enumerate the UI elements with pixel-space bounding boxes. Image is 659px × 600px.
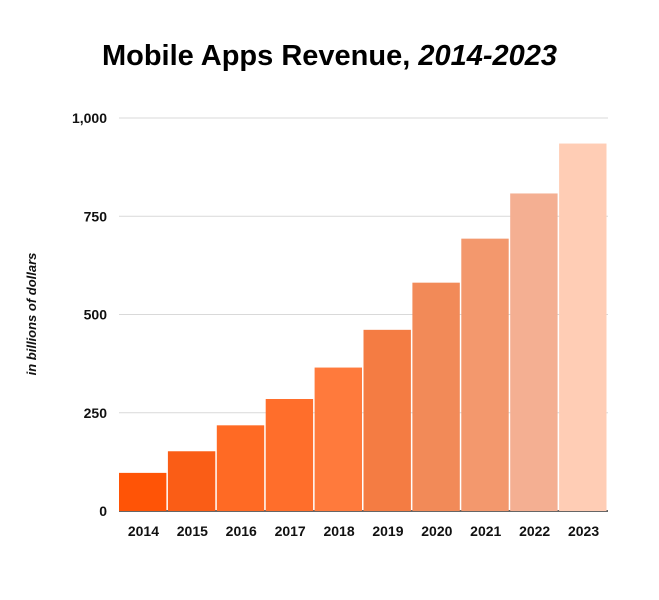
- x-tick-label: 2014: [128, 523, 159, 539]
- bars: [119, 143, 607, 512]
- x-tick-label: 2019: [372, 523, 403, 539]
- y-tick-label: 750: [84, 208, 108, 224]
- bar-2021: [461, 238, 509, 511]
- chart-title-main: Mobile Apps Revenue,: [101, 40, 411, 72]
- x-tick-label: 2016: [226, 523, 257, 539]
- bar-2020: [412, 282, 460, 511]
- y-tick-label: 250: [84, 405, 108, 421]
- bar-2019: [363, 329, 411, 511]
- bar-2023: [559, 143, 607, 512]
- x-tick-label: 2020: [421, 523, 452, 539]
- bar-2016: [216, 425, 265, 511]
- y-tick-label: 500: [84, 307, 108, 323]
- x-tick-label: 2022: [519, 523, 550, 539]
- y-tick-label: 1,000: [72, 110, 107, 126]
- x-axis-ticks: 2014 2015 2016 2017 2018 2019 2020 2021 2022 2023: [128, 523, 599, 539]
- x-tick-label: 2023: [568, 523, 599, 539]
- bar-2014: [119, 472, 167, 511]
- y-axis-ticks: 0 250 500 750 1,000: [72, 110, 107, 519]
- bar-2015: [167, 451, 216, 511]
- bar-2017: [265, 398, 314, 511]
- y-axis-label: in billions of dollars: [24, 253, 39, 376]
- bar-2018: [314, 367, 362, 511]
- x-tick-label: 2021: [470, 523, 501, 539]
- x-tick-label: 2017: [275, 523, 306, 539]
- bar-2022: [510, 193, 558, 511]
- x-tick-label: 2018: [323, 523, 354, 539]
- chart-title-years: 2014-2023: [418, 40, 558, 72]
- y-tick-label: 0: [99, 503, 107, 519]
- chart-title: Mobile Apps Revenue, 2014-2023: [0, 40, 659, 73]
- x-tick-label: 2015: [177, 523, 208, 539]
